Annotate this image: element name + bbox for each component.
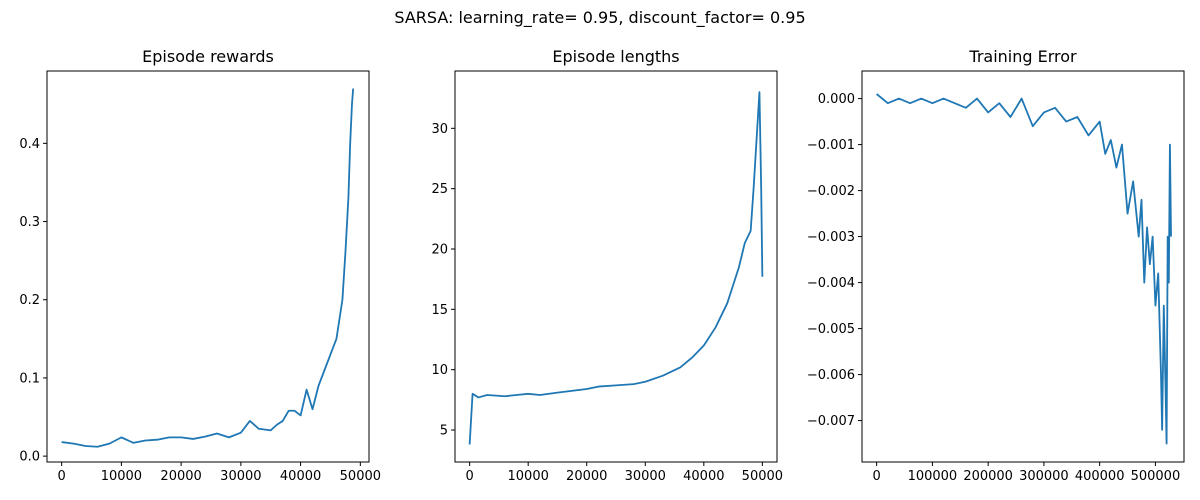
plot-area-episode-rewards: 0 10000 20000 30000 40000 50000 0.0 0.1 0.2 0.3 0.…: [19, 70, 381, 484]
y-tick-label: 15: [431, 303, 448, 318]
y-tick-label: 0.3: [19, 215, 40, 230]
series-line-episode-lengths: [468, 91, 764, 445]
panel-training-error: Training Error 0 100000 200000 300000 400000…: [807, 47, 1185, 484]
y-tick-label: −0.002: [807, 184, 855, 199]
x-tick-label: 30000: [220, 469, 261, 484]
panel-title-training-error: Training Error: [968, 47, 1077, 66]
axes-frame-episode-rewards: [46, 70, 370, 463]
panel-episode-rewards: Episode rewards 0 10000 20000 30000 40000 500…: [19, 47, 381, 484]
x-tick-label: 0: [465, 469, 473, 484]
x-tick-label: 0: [57, 469, 65, 484]
plot-area-training-error: 0 100000 200000 300000 400000 500000 0.000 −0.0…: [807, 70, 1185, 484]
y-tick-label: −0.006: [807, 368, 855, 383]
y-tick-label: −0.003: [807, 230, 855, 245]
x-tick-label: 40000: [683, 469, 724, 484]
x-tick-label: 40000: [280, 469, 321, 484]
x-tick-label: 500000: [1131, 469, 1181, 484]
y-tick-label: −0.005: [807, 322, 855, 337]
x-tick-label: 10000: [508, 469, 549, 484]
series-line-episode-rewards: [61, 88, 355, 448]
series-line-training-error: [876, 93, 1172, 445]
x-tick-label: 50000: [340, 469, 381, 484]
x-tick-label: 50000: [742, 469, 783, 484]
x-tick-label: 200000: [963, 469, 1013, 484]
y-tick-label: 0.1: [19, 371, 40, 386]
y-tick-label: 30: [431, 122, 448, 137]
x-tick-label: 30000: [625, 469, 666, 484]
panel-episode-lengths: Episode lengths 0 10000 20000 30000 40000 500…: [431, 47, 783, 484]
x-tick-label: 300000: [1019, 469, 1069, 484]
y-tick-label: 0.0: [19, 450, 40, 465]
x-tick-label: 20000: [566, 469, 607, 484]
panel-title-episode-lengths: Episode lengths: [552, 47, 679, 66]
y-tick-label: 5: [440, 424, 448, 439]
y-tick-label: 25: [431, 182, 448, 197]
y-tick-label: 20: [431, 243, 448, 258]
x-tick-label: 20000: [160, 469, 201, 484]
x-tick-label: 0: [872, 469, 880, 484]
y-tick-label: 0.4: [19, 137, 40, 152]
panel-title-episode-rewards: Episode rewards: [142, 47, 274, 66]
plot-area-episode-lengths: 0 10000 20000 30000 40000 50000 5 10 15 20 25 30: [431, 70, 783, 484]
y-tick-label: 0.000: [818, 92, 855, 107]
figure-suptitle: SARSA: learning_rate= 0.95, discount_fac…: [394, 8, 805, 28]
axes-frame-training-error: [861, 70, 1185, 463]
x-tick-label: 400000: [1075, 469, 1125, 484]
y-tick-label: 0.2: [19, 293, 40, 308]
y-tick-label: −0.001: [807, 138, 855, 153]
x-tick-label: 10000: [101, 469, 142, 484]
x-tick-label: 100000: [908, 469, 958, 484]
y-tick-label: −0.007: [807, 414, 855, 429]
y-tick-label: 10: [431, 363, 448, 378]
axes-frame-episode-lengths: [454, 70, 778, 463]
y-tick-label: −0.004: [807, 276, 855, 291]
